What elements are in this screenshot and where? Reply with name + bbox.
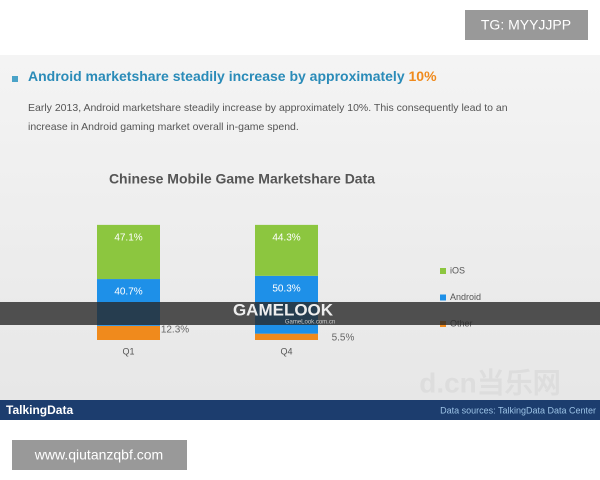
value-label: 50.3% — [272, 283, 300, 294]
bar-segment — [97, 224, 160, 280]
url: www.qiutanzqbf.com — [34, 447, 163, 463]
tag: TG: MYYJJPP — [481, 17, 571, 33]
banner-sub: GameLook.com.cn — [285, 320, 335, 326]
bar-segment — [255, 333, 318, 340]
footer-logo: TalkingData — [6, 403, 73, 417]
bullet — [12, 76, 18, 82]
legend-swatch — [440, 268, 446, 274]
value-label: 44.3% — [272, 233, 300, 244]
legend-label: Android — [450, 292, 481, 302]
x-tick-label: Q1 — [122, 346, 134, 356]
headline: Android marketshare steadily increase by… — [28, 68, 437, 84]
url-box — [12, 440, 187, 470]
value-label: 5.5% — [332, 332, 355, 343]
legend-swatch — [440, 294, 446, 301]
headline-text: Android marketshare steadily increase by… — [28, 68, 409, 84]
footer — [0, 400, 600, 420]
footer-source: Data sources: TalkingData Data Center — [440, 405, 596, 415]
value-label: 12.3% — [161, 324, 189, 335]
watermark: d.cn当乐网 — [419, 367, 561, 398]
x-tick-label: Q4 — [280, 346, 292, 356]
banner — [0, 302, 600, 325]
chart-title: Chinese Mobile Game Marketshare Data — [109, 171, 375, 187]
legend-label: iOS — [450, 265, 465, 275]
bar-segment — [255, 224, 318, 276]
headline-highlight: 10% — [409, 68, 438, 84]
body-text: Early 2013, Android marketshare steadily… — [28, 102, 508, 114]
body-text: increase in Android gaming market overal… — [28, 121, 299, 133]
value-label: 40.7% — [114, 287, 142, 298]
banner-text: GAMELOOK — [233, 300, 334, 319]
tag-box — [465, 10, 588, 40]
value-label: 47.1% — [114, 233, 142, 244]
bar-segment — [97, 325, 160, 340]
